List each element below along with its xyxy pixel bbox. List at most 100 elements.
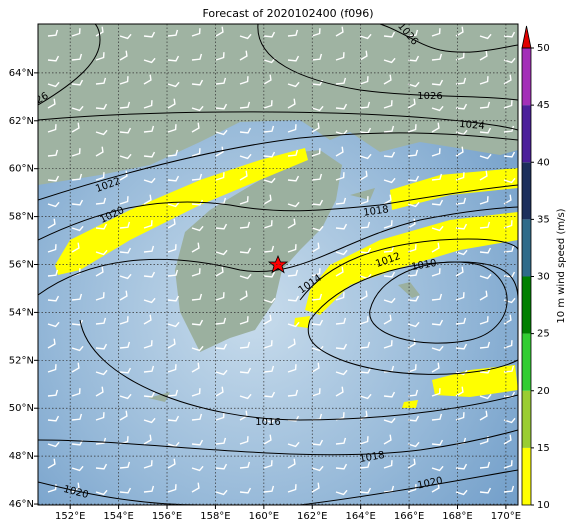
wind-barb: [503, 57, 516, 64]
lat-label: 50°N: [9, 403, 34, 414]
wind-barb: [311, 173, 323, 181]
wind-barb: [359, 410, 368, 421]
wind-barb: [119, 367, 132, 374]
wind-barb: [239, 436, 249, 445]
wind-barb: [407, 458, 416, 469]
contour-label: 1018: [359, 450, 386, 465]
wind-barb: [503, 31, 516, 38]
wind-barb: [47, 415, 60, 422]
isobar: [38, 132, 518, 201]
wind-barb: [431, 199, 444, 206]
wind-barb: [143, 271, 156, 278]
wind-barb: [287, 149, 299, 157]
wind-barb: [479, 461, 491, 469]
lon-label: 166°E: [394, 511, 424, 522]
lon-label: 162°E: [297, 511, 327, 522]
wind-barb: [47, 269, 59, 277]
wind-barb: [191, 413, 203, 421]
wind-barb: [167, 218, 176, 229]
wind-barb: [191, 105, 204, 112]
wind-barb: [335, 223, 348, 230]
wind-barb: [287, 175, 300, 182]
wind-barb: [143, 100, 153, 109]
wind-barb: [407, 415, 420, 422]
isobar: [38, 111, 518, 131]
wind-barb: [455, 223, 468, 230]
wind-barb: [383, 271, 396, 278]
wind-barb: [455, 369, 468, 376]
wind-barb: [167, 415, 180, 422]
wind-barb: [383, 391, 396, 398]
wind-barb: [287, 458, 296, 469]
wind-barb: [335, 463, 348, 470]
wind-barb: [71, 53, 83, 61]
wind-barb: [167, 124, 177, 133]
wind-barb: [143, 485, 155, 493]
wind-barb: [407, 338, 416, 349]
wind-barb: [239, 461, 251, 469]
wind-barb: [431, 293, 443, 301]
wind-barb: [503, 245, 515, 253]
wind-barb: [167, 458, 176, 469]
wind-barb: [143, 151, 156, 158]
wind-barb: [479, 410, 488, 421]
wind-barb: [335, 26, 344, 37]
wind-barb: [95, 292, 105, 301]
wind-barb: [479, 76, 489, 85]
wind-barb: [119, 461, 131, 469]
wind-barb: [119, 153, 132, 160]
wind-barb: [383, 125, 395, 133]
wind-barb: [311, 388, 321, 397]
wind-barb: [431, 388, 441, 397]
wind-barb: [383, 194, 392, 205]
wind-barb: [311, 345, 324, 352]
wind-barb: [239, 316, 249, 325]
wind-barb: [263, 74, 272, 85]
wind-barb: [287, 98, 296, 109]
wind-barb: [215, 386, 224, 397]
wind-barb: [239, 196, 249, 205]
wind-barb: [335, 77, 347, 85]
contour-label: 1016: [255, 417, 280, 428]
wind-barb: [95, 223, 108, 230]
colorbar-segment: [522, 219, 531, 277]
wind-barb: [239, 50, 248, 61]
wind-barb: [47, 175, 60, 182]
wind-barb: [287, 29, 299, 37]
wind-barb: [47, 441, 60, 448]
wind-barb: [239, 487, 252, 494]
wind-barb: [215, 146, 224, 157]
wind-barb: [143, 314, 152, 325]
wind-barb: [215, 52, 225, 61]
wind-barb: [263, 314, 272, 325]
wind-barb: [167, 98, 176, 109]
wind-barb: [359, 170, 368, 181]
lat-label: 58°N: [9, 212, 34, 223]
wind-barb: [455, 489, 468, 496]
wind-barb: [311, 465, 324, 472]
wind-barb: [455, 386, 464, 397]
wind-barb: [47, 29, 59, 37]
wind-barb: [71, 122, 80, 133]
wind-barb: [335, 437, 347, 445]
wind-barb: [215, 317, 227, 325]
wind-barb: [431, 268, 441, 277]
wind-barb: [215, 249, 228, 256]
wind-barb: [479, 316, 489, 325]
wind-barb: [287, 338, 296, 349]
wind-barb: [95, 463, 108, 470]
wind-barb: [455, 146, 464, 157]
wind-barb: [191, 293, 203, 301]
wind-barb: [359, 436, 369, 445]
lat-label: 48°N: [9, 451, 34, 462]
wind-barb: [119, 33, 132, 40]
wind-barb: [455, 129, 468, 136]
map-title: Forecast of 2020102400 (f096): [202, 7, 373, 20]
wind-barb: [311, 268, 321, 277]
wind-barb: [407, 364, 417, 373]
wind-barb: [383, 151, 396, 158]
wind-barb: [383, 314, 392, 325]
isobar: [369, 261, 508, 344]
wind-barb: [335, 343, 348, 350]
